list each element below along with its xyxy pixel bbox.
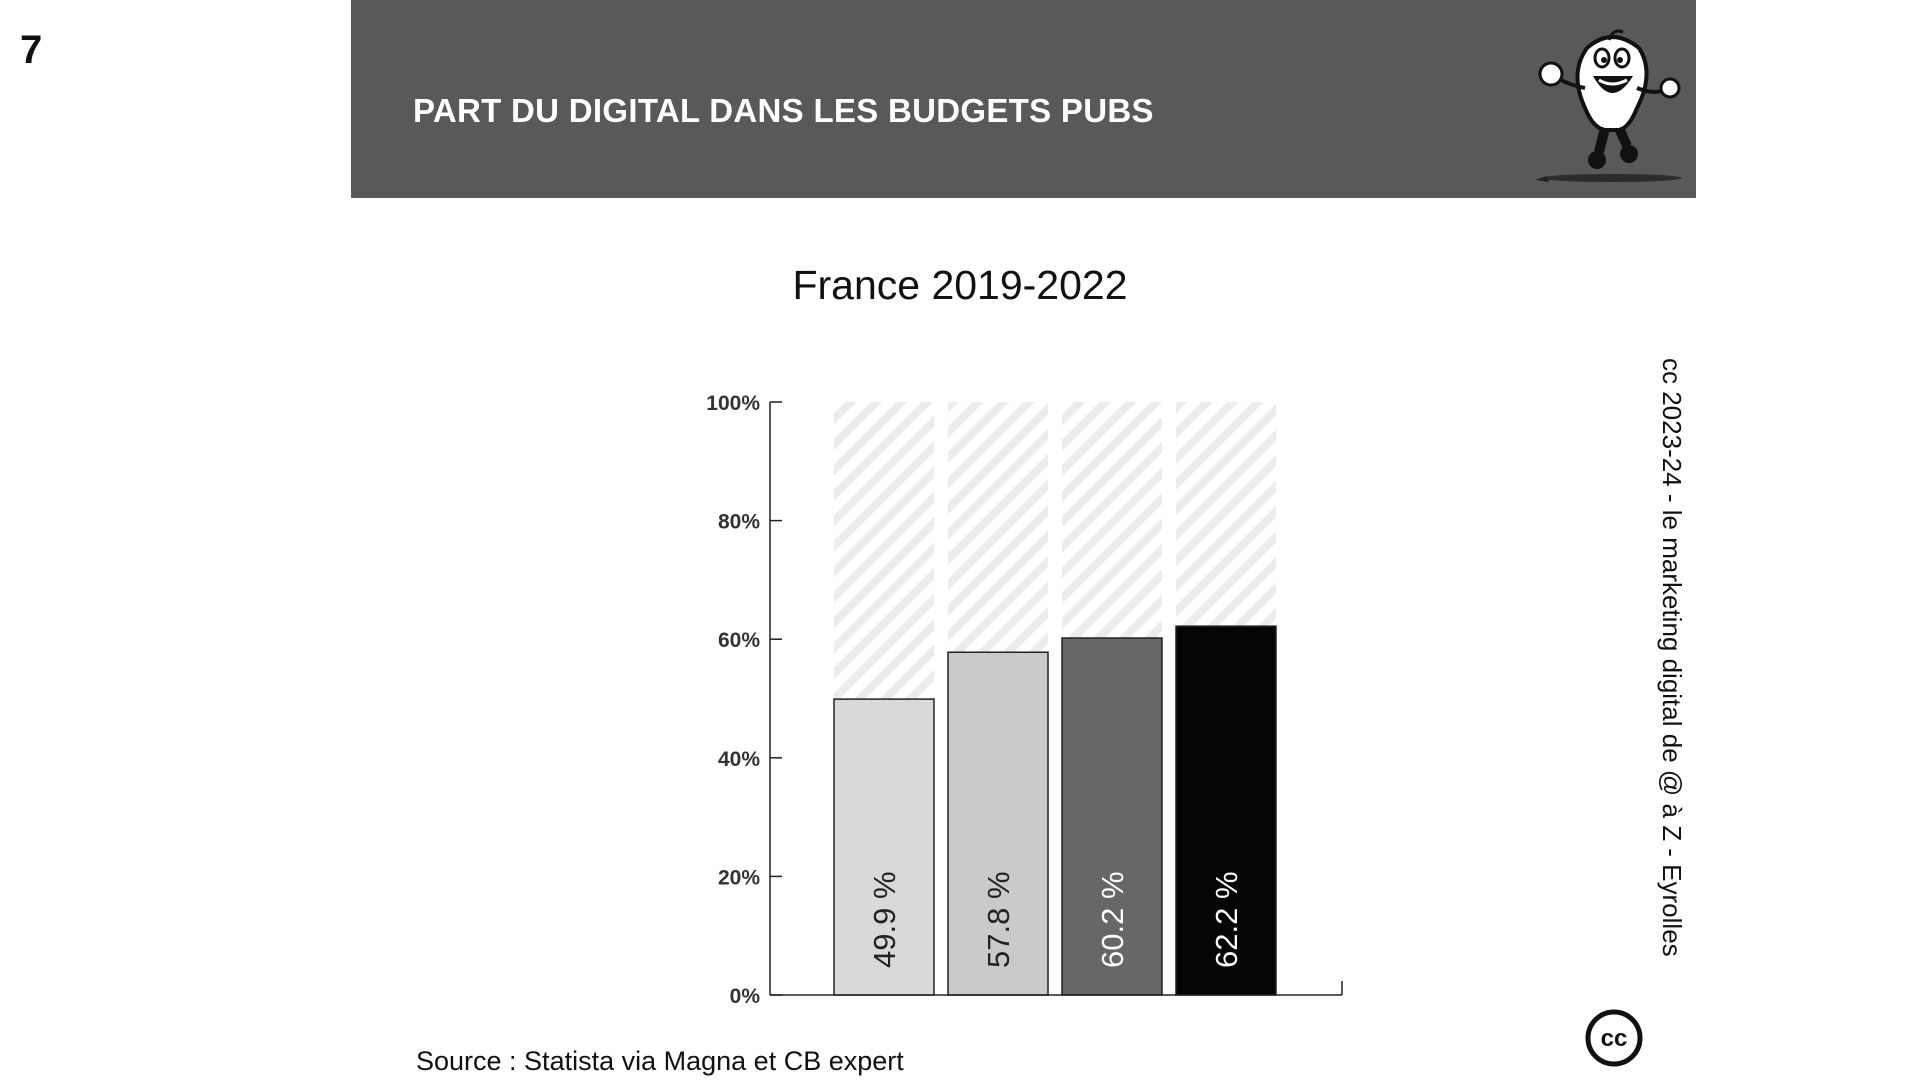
y-tick-label: 100% <box>706 392 760 415</box>
header-title: PART DU DIGITAL DANS LES BUDGETS PUBS <box>413 92 1154 129</box>
creative-commons-icon: cc <box>1585 1009 1643 1067</box>
bar <box>947 651 1049 996</box>
bar-data-label: 49.9 % <box>867 871 902 968</box>
header-banner: PART DU DIGITAL DANS LES BUDGETS PUBS <box>351 0 1696 198</box>
source-note: Source : Statista via Magna et CB expert <box>416 1046 904 1076</box>
copyright-credit: cc 2023-24 - le marketing digital de @ à… <box>1657 358 1687 957</box>
cc-logo-text: cc <box>1601 1025 1628 1052</box>
running-tooth-mascot-icon <box>1535 29 1682 182</box>
bar-data-label: 60.2 % <box>1095 871 1130 968</box>
bar-data-label: 57.8 % <box>981 871 1016 968</box>
chart-title: France 2019-2022 <box>792 262 1128 308</box>
y-tick-label: 80% <box>718 511 760 534</box>
bar-data-label: 62.2 % <box>1209 871 1244 968</box>
y-tick-label: 40% <box>718 748 760 771</box>
bar <box>1061 637 1163 996</box>
chart-data-labels: 49.9 % 57.8 % 60.2 % 62.2 % <box>867 871 1244 968</box>
bar <box>1175 625 1277 996</box>
chart-axes: 0% 20% 40% 60% 80% 100% <box>706 392 1343 1008</box>
y-tick-label: 0% <box>730 985 761 1008</box>
chart-bars <box>833 625 1277 996</box>
y-tick-label: 60% <box>718 629 760 652</box>
bar <box>833 698 935 996</box>
page-number: 7 <box>20 28 43 72</box>
y-tick-label: 20% <box>718 866 760 889</box>
